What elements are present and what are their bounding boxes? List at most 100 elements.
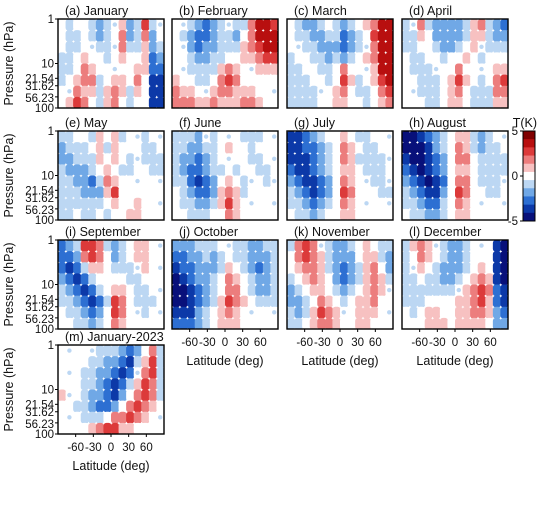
heatmap-speck xyxy=(502,134,507,139)
heatmap-cell xyxy=(462,186,471,199)
heatmap-cell xyxy=(340,251,349,263)
heatmap-cell xyxy=(126,411,135,424)
heatmap-cell xyxy=(402,96,411,108)
heatmap-cell xyxy=(370,273,379,286)
heatmap-cell xyxy=(209,251,219,263)
heatmap-cell xyxy=(187,142,196,154)
heatmap-cell xyxy=(340,41,349,53)
heatmap-cell xyxy=(462,208,471,220)
heatmap-cell xyxy=(402,295,411,308)
heatmap-speck xyxy=(318,243,324,248)
heatmap-cell xyxy=(103,422,112,434)
heatmap-cell xyxy=(324,41,334,53)
heatmap-cell xyxy=(439,85,449,98)
heatmap-cell xyxy=(347,131,356,143)
heatmap-cell xyxy=(58,240,67,252)
heatmap-cell xyxy=(485,197,494,210)
heatmap-cell xyxy=(302,30,311,42)
heatmap-cell xyxy=(355,306,364,319)
heatmap-cell xyxy=(355,273,364,286)
heatmap-cell xyxy=(126,317,135,329)
heatmap-speck xyxy=(89,44,95,49)
heatmap-cell xyxy=(270,41,278,53)
heatmap-cells xyxy=(58,131,164,220)
heatmap-cell xyxy=(270,251,278,263)
heatmap-cell xyxy=(262,186,272,199)
heatmap-cell xyxy=(118,411,127,424)
heatmap-cell xyxy=(347,19,356,31)
heatmap-cell xyxy=(432,284,441,297)
heatmap-cell xyxy=(355,240,364,252)
heatmap-cell xyxy=(209,85,219,98)
heatmap-cell xyxy=(148,41,158,53)
heatmap-cell xyxy=(287,19,296,31)
heatmap-cell xyxy=(332,96,341,108)
heatmap-speck xyxy=(411,89,416,94)
heatmap-cell xyxy=(65,400,74,413)
heatmap-cell xyxy=(73,175,82,188)
heatmap-cell xyxy=(255,96,264,108)
heatmap-cell xyxy=(247,295,256,308)
heatmap-cell xyxy=(156,52,164,65)
heatmap-cell xyxy=(324,142,334,154)
heatmap-cell xyxy=(95,85,105,98)
heatmap-cell xyxy=(347,175,356,188)
heatmap-cell xyxy=(65,422,74,434)
heatmap-cell xyxy=(377,295,387,308)
heatmap-cell xyxy=(118,41,127,53)
heatmap-cell xyxy=(287,262,296,274)
heatmap-cell xyxy=(80,142,89,154)
heatmap-cell xyxy=(133,74,142,87)
heatmap-cell xyxy=(126,74,135,87)
heatmap-cell xyxy=(156,378,164,391)
heatmap-cell xyxy=(347,208,356,220)
heatmap-cell xyxy=(409,317,418,329)
heatmap-cell xyxy=(103,52,112,65)
heatmap-cell xyxy=(270,317,278,329)
heatmap-cell xyxy=(477,153,486,165)
heatmap-cell xyxy=(133,389,142,402)
heatmap-cell xyxy=(355,30,364,42)
heatmap-cell xyxy=(141,411,150,424)
heatmap-cell xyxy=(340,85,349,98)
heatmap-speck xyxy=(479,44,484,49)
heatmap-cell xyxy=(172,63,181,76)
heatmap-cell xyxy=(156,345,164,357)
heatmap-cell xyxy=(302,19,311,31)
heatmap-cell xyxy=(209,52,219,65)
heatmap-cell xyxy=(462,153,471,165)
heatmap-cell xyxy=(133,422,142,434)
x-tick-label: 60 xyxy=(140,442,153,454)
heatmap-cell xyxy=(156,153,164,165)
heatmap-cell xyxy=(156,85,164,98)
heatmap-cell xyxy=(148,378,158,391)
heatmap-cell xyxy=(202,30,211,42)
heatmap-cell xyxy=(240,186,249,199)
heatmap-cell xyxy=(470,30,479,42)
heatmap-cell xyxy=(302,306,311,319)
heatmap-cell xyxy=(439,208,449,220)
heatmap-speck xyxy=(181,22,186,27)
heatmap-cell xyxy=(309,251,318,263)
heatmap-cell xyxy=(485,30,494,42)
heatmap-cell xyxy=(88,240,97,252)
heatmap-cell xyxy=(447,30,456,42)
heatmap-cell xyxy=(80,30,89,42)
panel-title: (j) October xyxy=(179,225,238,239)
heatmap-cell xyxy=(417,262,426,274)
heatmap-cell xyxy=(492,142,502,154)
heatmap-cell xyxy=(402,240,411,252)
heatmap-cell xyxy=(385,186,393,199)
heatmap-cell xyxy=(477,164,486,177)
heatmap-cell xyxy=(270,284,278,297)
heatmap-speck xyxy=(249,310,254,315)
heatmap-cell xyxy=(111,422,120,434)
heatmap-cell xyxy=(217,131,226,143)
heatmap-cell xyxy=(294,306,303,319)
heatmap-cell xyxy=(324,284,334,297)
heatmap-cell xyxy=(370,262,379,274)
heatmap-cell xyxy=(172,41,181,53)
heatmap-cell xyxy=(332,74,341,87)
heatmap-cell xyxy=(225,306,234,319)
heatmap-cell xyxy=(402,19,411,31)
